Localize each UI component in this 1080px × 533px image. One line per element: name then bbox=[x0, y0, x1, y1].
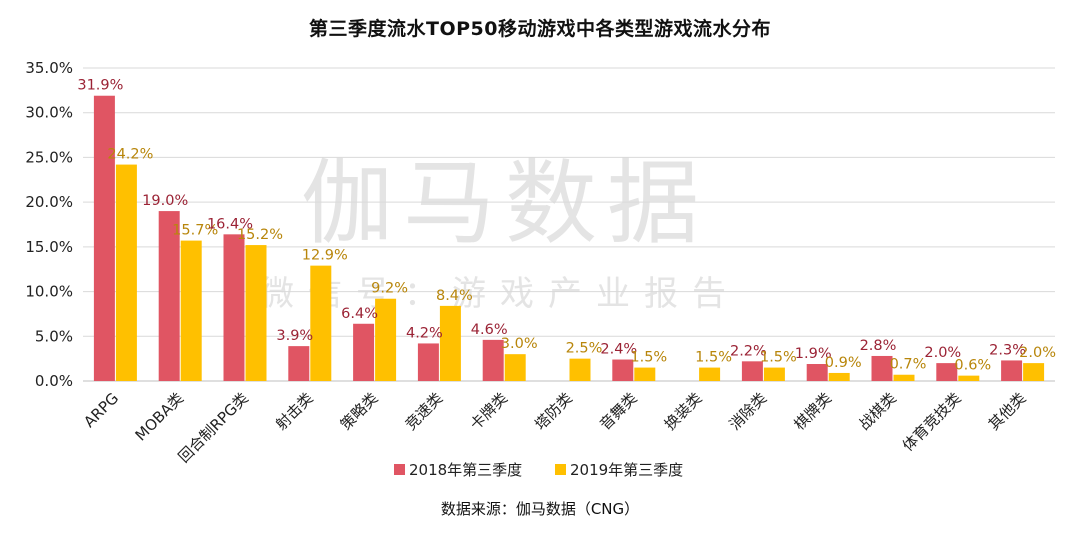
data-label: 1.5% bbox=[760, 350, 797, 366]
bar-2019 bbox=[893, 374, 915, 381]
legend-swatch-2018 bbox=[394, 464, 405, 475]
bar-2019 bbox=[245, 245, 267, 381]
grid-lines bbox=[83, 67, 1055, 382]
data-label: 1.5% bbox=[630, 350, 667, 366]
x-tick-label: 棋牌类 bbox=[790, 389, 835, 434]
bar-2018 bbox=[936, 363, 958, 381]
chart-title: 第三季度流水TOP50移动游戏中各类型游戏流水分布 bbox=[309, 18, 771, 40]
legend-label-2019: 2019年第三季度 bbox=[570, 461, 683, 479]
bar-2019 bbox=[569, 358, 591, 381]
y-tick-label: 25.0% bbox=[25, 148, 73, 166]
x-tick-label: 卡牌类 bbox=[466, 389, 511, 434]
watermark-main: 伽马数据 bbox=[301, 150, 709, 257]
x-tick-label: 战棋类 bbox=[855, 389, 900, 434]
data-label: 15.2% bbox=[237, 227, 283, 243]
bar-2018 bbox=[417, 343, 439, 381]
y-tick-label: 5.0% bbox=[35, 327, 73, 345]
bar-2018 bbox=[871, 355, 893, 381]
watermark: 伽马数据 微信号：游戏产业报告 bbox=[260, 150, 740, 314]
source-note: 数据来源：伽马数据（CNG） bbox=[440, 500, 640, 518]
bar-2019 bbox=[180, 240, 202, 381]
data-label: 2.3% bbox=[989, 342, 1026, 358]
bar-2019 bbox=[439, 305, 461, 381]
y-axis-ticks: 0.0% 5.0% 10.0% 15.0% 20.0% 25.0% 30.0% 35.0% bbox=[25, 59, 73, 390]
x-tick-label: 消除类 bbox=[726, 389, 771, 434]
y-tick-label: 10.0% bbox=[25, 283, 73, 301]
bar-2019 bbox=[634, 367, 656, 381]
bar-2018 bbox=[612, 359, 634, 381]
data-label: 2.8% bbox=[860, 338, 897, 354]
data-label: 6.4% bbox=[341, 306, 378, 322]
x-tick-label: 音舞类 bbox=[596, 389, 641, 434]
data-label: 15.7% bbox=[172, 223, 218, 239]
watermark-sub: 微信号：游戏产业报告 bbox=[260, 274, 740, 314]
data-label: 9.2% bbox=[371, 281, 408, 297]
x-tick-label: 回合制RPG类 bbox=[175, 389, 252, 466]
x-tick-label: 竞速类 bbox=[402, 389, 447, 434]
bar-2018 bbox=[1001, 360, 1023, 381]
data-label: 2.5% bbox=[566, 341, 603, 357]
data-label: 0.6% bbox=[954, 358, 991, 374]
y-tick-label: 0.0% bbox=[35, 372, 73, 390]
bar-2018 bbox=[223, 234, 245, 381]
bar-2019 bbox=[958, 375, 980, 381]
bar-2019 bbox=[1023, 363, 1045, 381]
bar-2018 bbox=[158, 211, 180, 381]
x-tick-label: 换装类 bbox=[661, 389, 706, 434]
x-tick-label: 塔防类 bbox=[531, 389, 576, 434]
data-label: 1.5% bbox=[695, 350, 732, 366]
bar-2018 bbox=[288, 346, 310, 381]
bar-2018 bbox=[806, 364, 828, 381]
y-tick-label: 20.0% bbox=[25, 193, 73, 211]
data-label: 12.9% bbox=[302, 248, 348, 264]
data-labels: 31.9% 24.2% 19.0% 15.7%16.4%15.2% 3.9% 12.9% 6… bbox=[77, 78, 1056, 374]
data-label: 3.9% bbox=[276, 328, 313, 344]
legend: 2018年第三季度 2019年第三季度 bbox=[394, 461, 683, 479]
bar-2019 bbox=[504, 354, 526, 381]
bar-2019 bbox=[699, 367, 721, 381]
bar-2019 bbox=[828, 372, 850, 381]
data-label: 0.7% bbox=[890, 357, 927, 373]
bar-2019 bbox=[115, 164, 137, 381]
x-tick-label: 策略类 bbox=[337, 389, 382, 434]
x-tick-label: 射击类 bbox=[272, 389, 317, 434]
bar-2018 bbox=[741, 361, 763, 381]
bar-2018 bbox=[353, 323, 375, 381]
data-label: 0.9% bbox=[825, 355, 862, 371]
bar-2019 bbox=[375, 298, 397, 381]
bar-2019 bbox=[763, 367, 785, 381]
data-label: 24.2% bbox=[107, 147, 153, 163]
data-label: 3.0% bbox=[501, 336, 538, 352]
data-label: 2.0% bbox=[1019, 345, 1056, 361]
data-label: 1.9% bbox=[795, 346, 832, 362]
x-tick-label: 其他类 bbox=[985, 389, 1030, 434]
bar-2018 bbox=[482, 339, 504, 381]
data-label: 16.4% bbox=[207, 216, 253, 232]
bar-2018 bbox=[93, 95, 115, 382]
bars bbox=[93, 95, 1045, 382]
x-tick-label: MOBA类 bbox=[132, 389, 187, 444]
data-label: 4.2% bbox=[406, 325, 443, 341]
legend-swatch-2019 bbox=[555, 464, 566, 475]
bar-2019 bbox=[310, 265, 332, 381]
data-label: 8.4% bbox=[436, 288, 473, 304]
y-tick-label: 15.0% bbox=[25, 238, 73, 256]
data-label: 2.0% bbox=[924, 345, 961, 361]
x-tick-label: ARPG bbox=[80, 389, 122, 431]
legend-label-2018: 2018年第三季度 bbox=[409, 461, 522, 479]
y-tick-label: 30.0% bbox=[25, 104, 73, 122]
data-label: 2.2% bbox=[730, 343, 767, 359]
data-label: 2.4% bbox=[600, 342, 637, 358]
y-tick-label: 35.0% bbox=[25, 59, 73, 77]
data-label: 4.6% bbox=[471, 322, 508, 338]
data-label: 19.0% bbox=[142, 193, 188, 209]
data-label: 31.9% bbox=[77, 78, 123, 94]
x-tick-label: 体育竞技类 bbox=[899, 389, 965, 455]
